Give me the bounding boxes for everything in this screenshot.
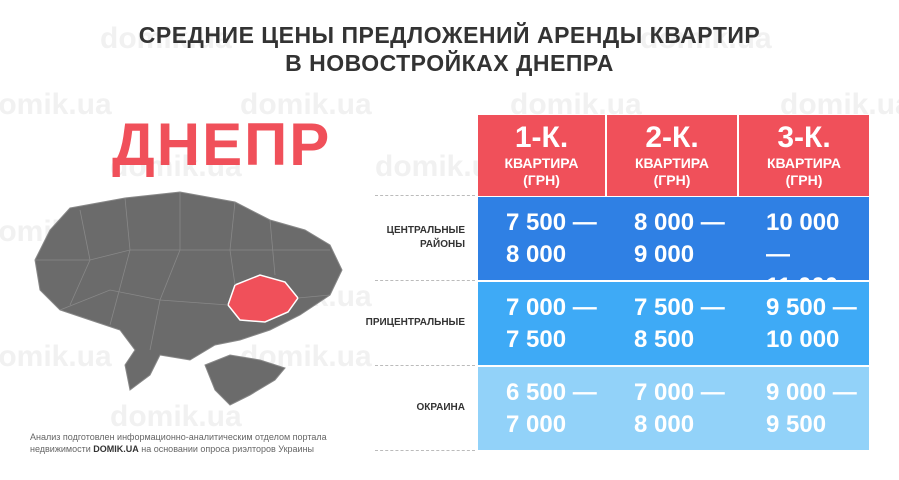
row-label-line: ПРИЦЕНТРАЛЬНЫЕ bbox=[365, 317, 465, 328]
column-title: 2-К. bbox=[645, 121, 699, 154]
title-line: СРЕДНИЕ ЦЕНЫ ПРЕДЛОЖЕНИЙ АРЕНДЫ КВАРТИР bbox=[138, 22, 761, 48]
row-separator bbox=[375, 195, 475, 196]
row-separator bbox=[375, 450, 475, 451]
table-cell: 8 000 — 9 000 bbox=[606, 197, 738, 280]
footnote-line: недвижимости DOMIK.UA на основании опрос… bbox=[30, 443, 327, 455]
cell-line: 7 000 bbox=[506, 411, 567, 438]
cell-line: 7 500 — bbox=[634, 294, 725, 321]
country-shape bbox=[34, 191, 343, 391]
column-header: 3-К. КВАРТИРА (ГРН) bbox=[739, 115, 869, 196]
watermark: domik.ua bbox=[110, 150, 242, 183]
row-separator bbox=[375, 280, 475, 281]
footnote-brand: DOMIK.UA bbox=[93, 444, 139, 454]
table-cell: 9 000 — 9 500 bbox=[738, 367, 869, 450]
watermark: domik.ua bbox=[0, 88, 112, 121]
row-label-line: ОКРАИНА bbox=[416, 402, 465, 413]
table-cell: 6 500 — 7 000 bbox=[478, 367, 606, 450]
crimea-shape bbox=[204, 354, 286, 406]
watermark: domik.ua bbox=[640, 22, 772, 55]
column-unit: (ГРН) bbox=[653, 172, 691, 188]
footnote-line: Анализ подготовлен информационно-аналити… bbox=[30, 432, 327, 442]
footnote-text: недвижимости bbox=[30, 444, 94, 454]
cell-line: 10 000 — bbox=[766, 209, 840, 268]
column-subtitle: КВАРТИРА bbox=[766, 155, 842, 171]
cell-line: 9 000 bbox=[634, 241, 695, 268]
row-label: ПРИЦЕНТРАЛЬНЫЕ bbox=[300, 316, 465, 330]
region-highlight bbox=[227, 274, 299, 323]
city-name: ДНЕПР bbox=[112, 111, 332, 178]
cell-line: 7 500 — bbox=[506, 209, 597, 236]
cell-line: 7 500 bbox=[506, 326, 567, 353]
column-header: 2-К. КВАРТИРА (ГРН) bbox=[607, 115, 737, 196]
row-label: ЦЕНТРАЛЬНЫЕ РАЙОНЫ bbox=[300, 224, 465, 252]
table-cell: 7 500 — 8 000 bbox=[478, 197, 606, 280]
region-borders bbox=[35, 192, 331, 351]
row-label-line: РАЙОНЫ bbox=[420, 239, 465, 250]
column-unit: (ГРН) bbox=[523, 172, 560, 188]
column-title: 3-К. bbox=[777, 121, 831, 154]
cell-line: 8 000 — bbox=[634, 209, 725, 236]
footnote: Анализ подготовлен информационно-аналити… bbox=[30, 431, 327, 455]
cell-line: 8 000 bbox=[506, 241, 567, 268]
column-unit: (ГРН) bbox=[785, 172, 823, 188]
title-line: В НОВОСТРОЙКАХ ДНЕПРА bbox=[285, 50, 614, 76]
table-cell: 7 000 — 7 500 bbox=[478, 282, 606, 365]
cell-line: 8 500 bbox=[634, 326, 695, 353]
watermark: domik.ua bbox=[0, 340, 112, 373]
cell-line: 8 000 bbox=[634, 411, 695, 438]
cell-line: 10 000 bbox=[766, 326, 840, 353]
row-separator bbox=[375, 365, 475, 366]
row-label: ОКРАИНА bbox=[300, 401, 465, 415]
column-header: 1-К. КВАРТИРА (ГРН) bbox=[478, 115, 605, 196]
column-subtitle: КВАРТИРА bbox=[504, 155, 579, 171]
column-subtitle: КВАРТИРА bbox=[634, 155, 710, 171]
map bbox=[34, 191, 343, 406]
table-cell: 9 500 — 10 000 bbox=[738, 282, 869, 365]
cell-line: 9 000 — bbox=[766, 379, 857, 406]
watermark: domik.ua bbox=[110, 400, 242, 433]
cell-line: 6 500 — bbox=[506, 379, 597, 406]
table-cell: 7 000 — 8 000 bbox=[606, 367, 738, 450]
footnote-text: на основании опроса риэлторов Украины bbox=[138, 444, 315, 454]
table-cell: 7 500 — 8 500 bbox=[606, 282, 738, 365]
watermark: domik.ua bbox=[240, 88, 372, 121]
table-cell: 10 000 —11 000 bbox=[738, 197, 869, 300]
cell-line: 9 500 — bbox=[766, 294, 857, 321]
cell-line: 7 000 — bbox=[634, 379, 725, 406]
column-title: 1-К. bbox=[514, 121, 569, 154]
watermark: domik.ua bbox=[100, 22, 232, 55]
row-label-line: ЦЕНТРАЛЬНЫЕ bbox=[386, 225, 465, 236]
cell-line: 9 500 bbox=[766, 411, 827, 438]
cell-line: 7 000 — bbox=[506, 294, 597, 321]
